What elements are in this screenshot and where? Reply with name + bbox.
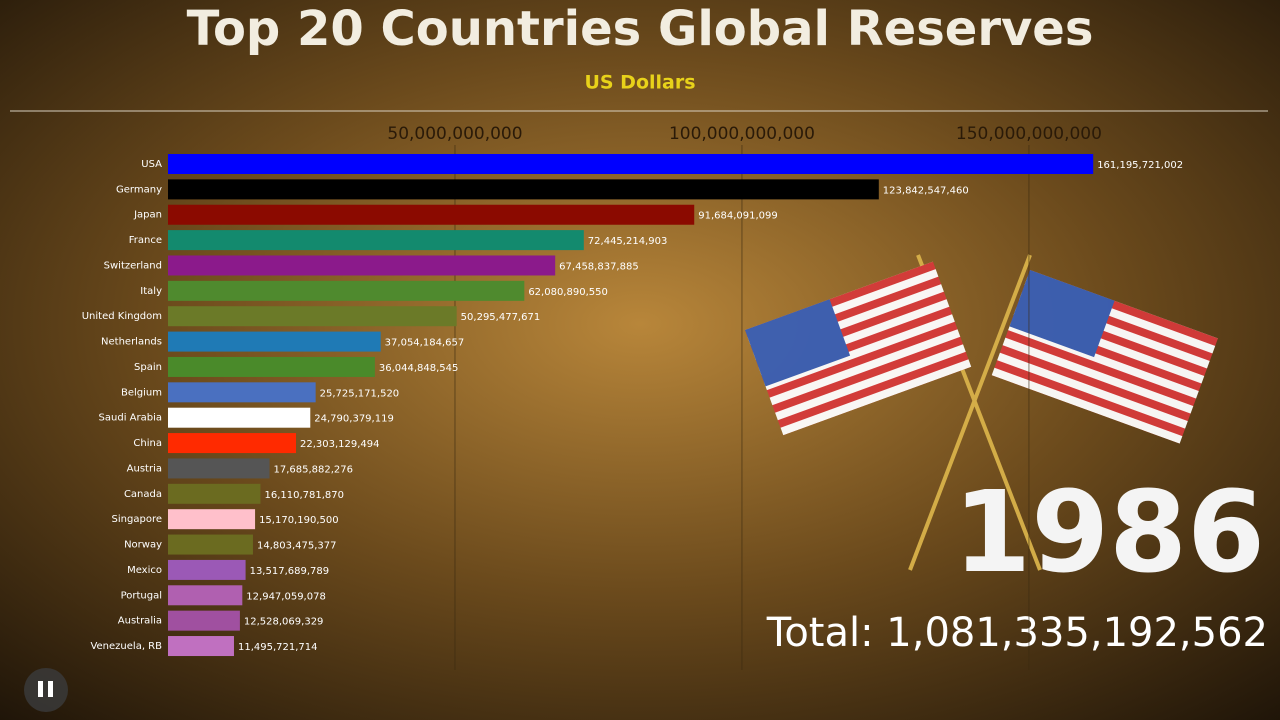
- bar: [168, 331, 381, 352]
- category-label: Mexico: [127, 565, 162, 576]
- x-tick-label: 150,000,000,000: [956, 124, 1102, 144]
- year-label: 1986: [953, 468, 1265, 598]
- bar: [168, 382, 316, 403]
- category-label: Norway: [124, 540, 162, 551]
- bar: [168, 559, 246, 580]
- value-label: 36,044,848,545: [379, 363, 459, 374]
- category-label: Australia: [118, 616, 162, 627]
- value-label: 14,803,475,377: [257, 541, 337, 552]
- category-label: Portugal: [121, 590, 162, 601]
- x-tick-label: 100,000,000,000: [669, 124, 815, 144]
- category-label: Japan: [133, 210, 162, 221]
- bar: [168, 534, 253, 555]
- category-label: United Kingdom: [82, 311, 162, 322]
- pause-button[interactable]: [24, 668, 68, 712]
- category-label: Italy: [140, 286, 162, 297]
- category-label: Spain: [134, 362, 162, 373]
- bar: [168, 585, 243, 606]
- chart-subtitle: US Dollars: [584, 72, 695, 94]
- category-label: Canada: [124, 489, 162, 500]
- value-label: 25,725,171,520: [320, 388, 400, 399]
- category-label: Belgium: [121, 387, 162, 398]
- x-tick-label: 50,000,000,000: [387, 124, 522, 144]
- bar: [168, 204, 695, 225]
- bar: [168, 306, 457, 327]
- category-label: Austria: [127, 463, 162, 474]
- value-label: 67,458,837,885: [559, 261, 639, 272]
- category-label: USA: [141, 159, 162, 170]
- category-label: China: [133, 438, 162, 449]
- category-label: Saudi Arabia: [99, 413, 162, 424]
- category-label: Switzerland: [104, 260, 162, 271]
- bar: [168, 407, 311, 428]
- bar: [168, 179, 879, 200]
- bar: [168, 255, 556, 276]
- flags-decoration: [745, 254, 1218, 571]
- category-label: Venezuela, RB: [90, 641, 162, 652]
- value-label: 22,303,129,494: [300, 439, 380, 450]
- category-label: France: [129, 235, 162, 246]
- value-label: 11,495,721,714: [238, 642, 318, 653]
- value-label: 13,517,689,789: [250, 566, 330, 577]
- bar: [168, 280, 525, 301]
- value-label: 12,528,069,329: [244, 617, 324, 628]
- category-label: Singapore: [112, 514, 162, 525]
- value-label: 91,684,091,099: [698, 211, 778, 222]
- value-label: 123,842,547,460: [883, 185, 969, 196]
- value-label: 37,054,184,657: [385, 338, 465, 349]
- value-label: 161,195,721,002: [1097, 160, 1183, 171]
- bar: [168, 483, 261, 504]
- bar: [168, 509, 256, 530]
- bar: [168, 154, 1094, 174]
- bar: [168, 636, 234, 657]
- total-label: Total: 1,081,335,192,562: [766, 610, 1268, 656]
- value-label: 62,080,890,550: [528, 287, 608, 298]
- value-label: 16,110,781,870: [264, 490, 344, 501]
- bar: [168, 230, 584, 251]
- bar: [168, 356, 375, 377]
- category-label: Netherlands: [101, 337, 162, 348]
- value-label: 12,947,059,078: [246, 591, 326, 602]
- value-label: 72,445,214,903: [588, 236, 668, 247]
- bar: [168, 610, 240, 631]
- chart-title: Top 20 Countries Global Reserves: [187, 1, 1094, 57]
- bar: [168, 433, 297, 454]
- category-label: Germany: [116, 184, 162, 195]
- value-label: 24,790,379,119: [314, 414, 394, 425]
- bar: [168, 458, 270, 479]
- value-label: 50,295,477,671: [461, 312, 541, 323]
- value-label: 15,170,190,500: [259, 515, 339, 526]
- value-label: 17,685,882,276: [274, 464, 354, 475]
